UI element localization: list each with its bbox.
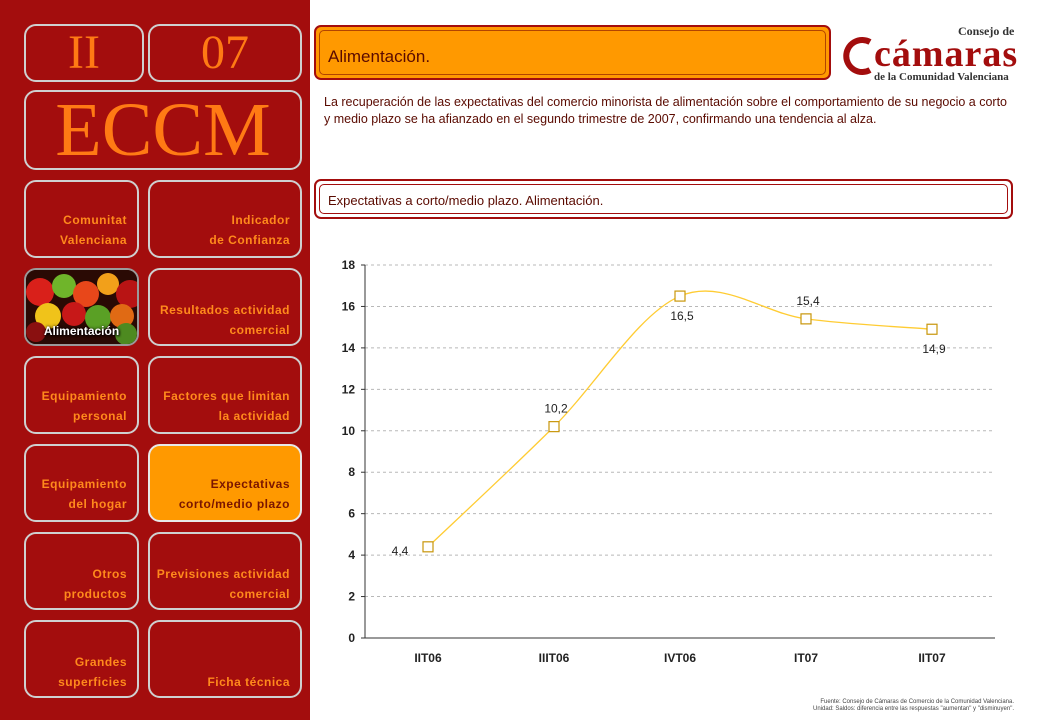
nav-previsiones-actividad[interactable]: Previsiones actividad comercial — [148, 532, 302, 610]
nav-indicador-confianza[interactable]: Indicador de Confianza — [148, 180, 302, 258]
data-label-IIT06: 4,4 — [392, 544, 409, 558]
section-number: II — [68, 26, 100, 79]
xtick-label-IVT06: IVT06 — [664, 651, 696, 665]
data-point-IVT06 — [674, 290, 686, 302]
nav-otros-productos[interactable]: Otros productos — [24, 532, 139, 610]
xtick-label-IIT06: IIT06 — [414, 651, 442, 665]
description: La recuperación de las expectativas del … — [324, 95, 1008, 126]
ytick-label-4: 4 — [348, 548, 355, 562]
data-label-IT07: 15,4 — [796, 294, 820, 308]
ytick-label-0: 0 — [348, 631, 355, 645]
nav-grandes-superficies[interactable]: Grandes superficies — [24, 620, 139, 698]
footnote: Fuente: Consejo de Cámaras de Comercio d… — [813, 699, 1014, 713]
data-label-IVT06: 16,5 — [670, 309, 694, 323]
logo-c-icon — [843, 37, 872, 75]
section-tile: II — [24, 24, 144, 82]
ytick-label-12: 12 — [342, 382, 356, 396]
camaras-logo: Consejo de cámaras de la Comunidad Valen… — [840, 24, 1020, 84]
nav-equipamiento-personal[interactable]: Equipamiento personal — [24, 356, 139, 434]
ytick-label-6: 6 — [348, 507, 355, 521]
logo-post: de la Comunidad Valenciana — [874, 71, 1009, 83]
footnote-unit: Unidad: Saldos: diferencia entre las res… — [813, 706, 1014, 712]
issue-number: 07 — [201, 26, 249, 79]
footnote-source: Fuente: Consejo de Cámaras de Comercio d… — [820, 699, 1014, 705]
logo-main: cámaras — [874, 33, 1019, 75]
ytick-label-8: 8 — [348, 465, 355, 479]
page-title: Alimentación. — [319, 30, 826, 75]
nav-alimentacion-label: Alimentación — [43, 324, 120, 338]
data-point-IIT06 — [422, 541, 434, 553]
nav-expectativas[interactable]: Expectativas corto/medio plazo — [148, 444, 302, 522]
logo-pre: Consejo de — [958, 24, 1015, 38]
title-banner: Alimentación. — [314, 25, 831, 80]
ytick-label-2: 2 — [348, 590, 355, 604]
data-point-IIT07 — [926, 323, 938, 335]
xtick-label-IIT07: IIT07 — [918, 651, 946, 665]
nav-alimentacion[interactable]: Alimentación — [24, 268, 139, 346]
nav-comunitat-valenciana[interactable]: Comunitat Valenciana — [24, 180, 139, 258]
issue-tile: 07 — [148, 24, 302, 82]
nav-equipamiento-hogar[interactable]: Equipamiento del hogar — [24, 444, 139, 522]
nav-factores-limitan[interactable]: Factores que limitan la actividad — [148, 356, 302, 434]
ytick-label-14: 14 — [342, 341, 356, 355]
chart-subtitle: Expectativas a corto/medio plazo. Alimen… — [319, 184, 1008, 214]
xtick-label-IIIT06: IIIT06 — [539, 651, 570, 665]
data-label-IIT07: 14,9 — [922, 342, 946, 356]
series-line — [427, 290, 933, 548]
fruits-image — [26, 270, 137, 344]
chart-title-banner: Expectativas a corto/medio plazo. Alimen… — [314, 179, 1013, 219]
sidebar: II 07 ECCM Comunitat Valenciana Indicado… — [0, 0, 310, 720]
data-point-IIIT06 — [548, 421, 560, 433]
data-label-IIIT06: 10,2 — [544, 402, 568, 416]
line-chart: 0 2 4 6 8 10 12 14 16 18 IIT06 IIIT06 IVT06 IT07 IIT0… — [342, 258, 995, 665]
ytick-label-18: 18 — [342, 258, 356, 272]
xtick-label-IT07: IT07 — [794, 651, 818, 665]
nav-ficha-tecnica[interactable]: Ficha técnica — [148, 620, 302, 698]
ytick-label-16: 16 — [342, 299, 356, 313]
acronym-tile: ECCM — [24, 90, 302, 170]
data-point-IT07 — [800, 313, 812, 325]
acronym: ECCM — [55, 88, 271, 172]
ytick-label-10: 10 — [342, 424, 356, 438]
nav-resultados-actividad[interactable]: Resultados actividad comercial — [148, 268, 302, 346]
